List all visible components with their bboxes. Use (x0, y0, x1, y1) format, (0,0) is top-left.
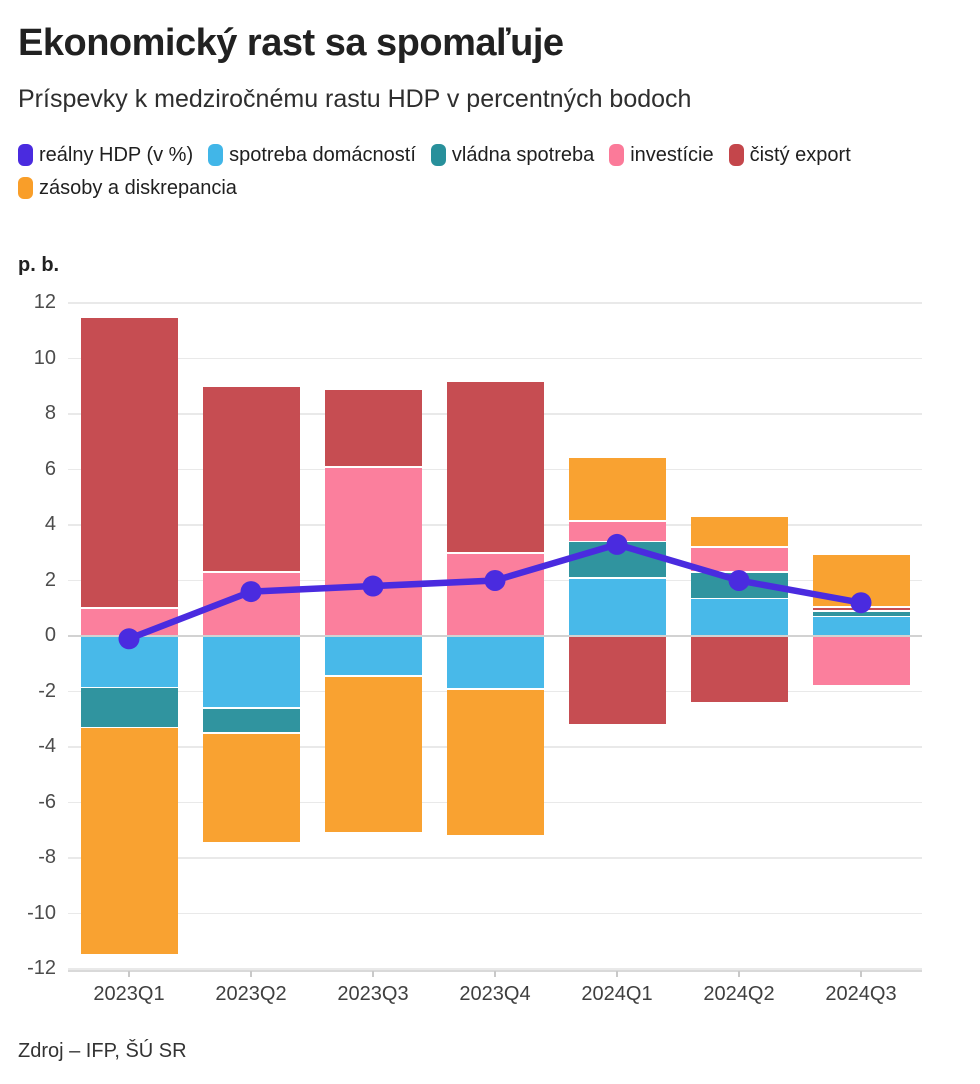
gridline-10 (68, 357, 922, 360)
x-tick-2023Q3 (372, 971, 374, 977)
bar-segment-investicie-2024Q3 (812, 636, 910, 686)
legend-swatch-zasoby-a-diskrepancia (18, 177, 33, 199)
bar-segment-spotreba-domacnosti-2024Q3 (812, 617, 910, 636)
bar-segment-spotreba-domacnosti-2023Q2 (202, 636, 300, 708)
y-tick-label-8: 8 (44, 402, 56, 424)
y-tick-label--4: -4 (38, 735, 56, 757)
bar-segment-spotreba-domacnosti-2024Q2 (690, 599, 788, 636)
legend-swatch-investicie (609, 144, 625, 166)
bar-segment-zasoby-a-diskrepancia-2024Q3 (812, 554, 910, 607)
y-axis-title: p. b. (18, 254, 60, 276)
x-tick-2024Q3 (860, 971, 862, 977)
legend-label: spotreba domácností (229, 144, 416, 166)
legend: reálny HDP (v %) spotreba domácností vládn… (18, 144, 898, 199)
x-tick-2023Q4 (494, 971, 496, 977)
y-tick-label-4: 4 (44, 513, 56, 535)
bar-segment-zasoby-a-diskrepancia-2023Q3 (324, 677, 422, 833)
bar-segment-zasoby-a-diskrepancia-2023Q2 (202, 733, 300, 842)
bar-segment-spotreba-domacnosti-2024Q1 (568, 578, 666, 636)
bar-segment-zasoby-a-diskrepancia-2023Q1 (80, 728, 178, 955)
x-tick-label-2023Q1: 2023Q1 (93, 983, 165, 1005)
bar-segment-investicie-2024Q1 (568, 521, 666, 541)
legend-swatch-cisty-export (728, 144, 744, 166)
bar-segment-investicie-2023Q4 (446, 553, 544, 636)
legend-label: vládna spotreba (451, 144, 595, 166)
legend-item-zasoby-a-diskrepancia: zásoby a diskrepancia (18, 177, 237, 199)
bar-segment-spotreba-domacnosti-2023Q1 (80, 636, 178, 687)
x-tick-2024Q2 (738, 971, 740, 977)
x-tick-label-2024Q2: 2024Q2 (703, 983, 775, 1005)
x-tick-label-2023Q3: 2023Q3 (337, 983, 409, 1005)
x-tick-2023Q1 (128, 971, 130, 977)
x-tick-label-2024Q3: 2024Q3 (825, 983, 897, 1005)
bar-segment-cisty-export-2023Q2 (202, 387, 300, 572)
gridline--12 (68, 968, 922, 970)
legend-swatch-spotreba-domacnosti (208, 144, 224, 166)
y-tick-label-10: 10 (33, 346, 56, 369)
bar-segment-zasoby-a-diskrepancia-2024Q1 (568, 457, 666, 521)
gridline--8 (68, 857, 922, 859)
bar-segment-vladna-spotreba-2024Q3 (812, 611, 910, 616)
legend-label: čistý export (749, 144, 851, 166)
y-tick-label-6: 6 (44, 457, 56, 480)
x-tick-label-2024Q1: 2024Q1 (581, 983, 653, 1005)
bar-segment-spotreba-domacnosti-2023Q4 (446, 636, 544, 688)
bar-segment-investicie-2023Q2 (202, 572, 300, 636)
source-note: Zdroj – IFP, ŠÚ SR (18, 1040, 187, 1062)
y-tick-label-2: 2 (44, 568, 56, 591)
bar-segment-spotreba-domacnosti-2023Q3 (324, 636, 422, 676)
bar-segment-cisty-export-2023Q4 (446, 381, 544, 552)
chart-subtitle: Príspevky k medziročnému rastu HDP v per… (18, 85, 692, 113)
y-tick-label--10: -10 (27, 901, 56, 924)
bar-segment-cisty-export-2024Q2 (690, 636, 788, 702)
legend-label: zásoby a diskrepancia (39, 177, 237, 199)
bar-segment-cisty-export-2023Q3 (324, 389, 422, 466)
bar-segment-zasoby-a-diskrepancia-2023Q4 (446, 689, 544, 835)
bar-segment-vladna-spotreba-2023Q1 (80, 688, 178, 727)
legend-swatch-vladna-spotreba (430, 144, 446, 166)
bar-segment-investicie-2024Q2 (690, 548, 788, 572)
x-tick-label-2023Q2: 2023Q2 (215, 983, 287, 1005)
legend-item-vladna-spotreba: vládna spotreba (430, 144, 595, 166)
bar-segment-vladna-spotreba-2024Q1 (568, 542, 666, 577)
bar-segment-investicie-2023Q1 (80, 609, 178, 636)
gridline--10 (68, 912, 922, 915)
bar-segment-zasoby-a-diskrepancia-2024Q2 (690, 517, 788, 547)
legend-item-cisty-export: čistý export (728, 144, 851, 166)
legend-item-spotreba-domacnosti: spotreba domácností (208, 144, 416, 166)
legend-item-realny-hdp-v: reálny HDP (v %) (18, 144, 193, 166)
bar-segment-investicie-2023Q3 (324, 467, 422, 636)
gridline-12 (68, 302, 922, 304)
y-tick-label--6: -6 (38, 790, 56, 813)
chart-title: Ekonomický rast sa spomaľuje (18, 22, 564, 64)
legend-item-investicie: investície (609, 144, 714, 166)
x-tick-2024Q1 (616, 971, 618, 977)
y-tick-label-12: 12 (33, 291, 56, 313)
bar-segment-cisty-export-2023Q1 (80, 317, 178, 608)
bar-segment-cisty-export-2024Q1 (568, 636, 666, 724)
bar-segment-vladna-spotreba-2024Q2 (690, 572, 788, 598)
legend-swatch-realny-hdp-v (18, 144, 33, 166)
x-tick-label-2023Q4: 2023Q4 (459, 983, 531, 1005)
bar-segment-cisty-export-2024Q3 (812, 607, 910, 611)
legend-label: reálny HDP (v %) (39, 144, 194, 166)
bar-segment-vladna-spotreba-2023Q2 (202, 708, 300, 733)
y-tick-label--12: -12 (27, 957, 56, 979)
x-tick-2023Q2 (250, 971, 252, 977)
y-tick-label--2: -2 (38, 679, 56, 702)
legend-label: investície (630, 144, 714, 166)
y-tick-label--8: -8 (38, 846, 56, 868)
y-tick-label-0: 0 (44, 624, 56, 646)
